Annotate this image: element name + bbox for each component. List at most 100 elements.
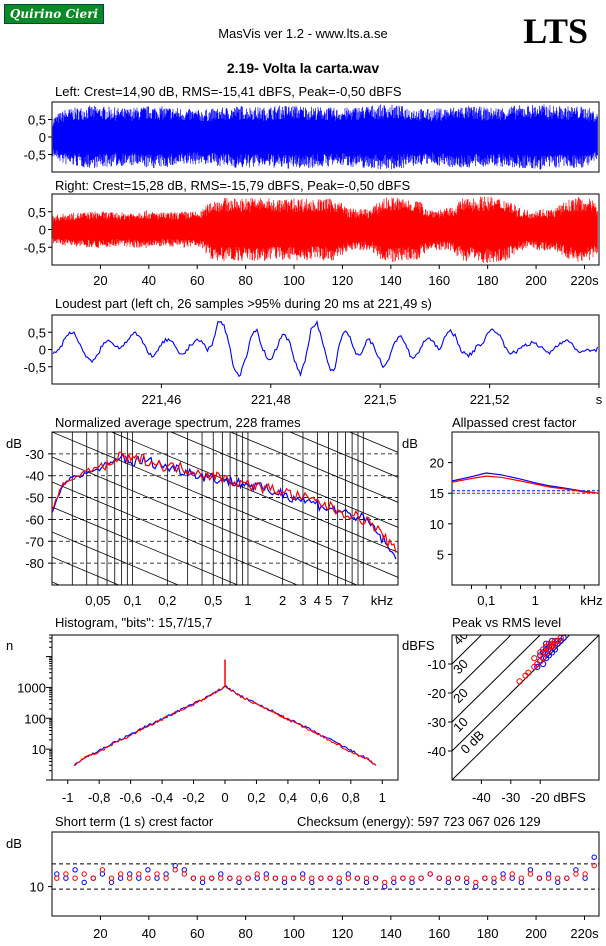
allpass-crest-frame <box>451 431 600 586</box>
peak-vs-rms-ylabel: dBFS <box>402 638 435 653</box>
allpass-crest-ytick-label: 5 <box>437 547 444 562</box>
spectrum-ytick-label: -80 <box>25 556 44 571</box>
left-waveform-chart: Left: Crest=14,90 dB, RMS=-15,41 dBFS, P… <box>24 84 600 173</box>
histogram-series-right <box>73 684 377 767</box>
right-waveform-ytick-label: 0 <box>39 223 46 238</box>
allpass-crest-ytick-label: 20 <box>430 456 444 471</box>
short-term-crest-title: Short term (1 s) crest factor <box>55 814 214 829</box>
spectrum-slope-line <box>52 556 120 585</box>
peak-vs-rms-crest-label: 40 <box>450 627 471 648</box>
short-term-crest-point-right <box>582 871 588 877</box>
histogram-title: Histogram, "bits": 15,7/15,7 <box>55 615 212 630</box>
peak-vs-rms-point-right <box>531 655 538 662</box>
loudest-part-xtick-label: 221,46 <box>142 392 182 407</box>
peak-vs-rms-xtick-label: -20 <box>531 790 550 805</box>
short-term-crest-xtick-label: 160 <box>428 926 450 941</box>
spectrum-slope-line <box>170 432 398 528</box>
histogram-xtick-label: -0,6 <box>119 790 141 805</box>
short-term-crest-point-right <box>591 862 597 869</box>
short-term-crest-ytick-label: 10 <box>30 880 44 895</box>
short-term-crest-point-right <box>555 875 561 881</box>
short-term-crest-xtick-label: 120 <box>332 926 354 941</box>
loudest-part-frame <box>51 314 600 385</box>
short-term-crest-point-right <box>218 875 224 881</box>
peak-vs-rms-point-right <box>545 640 553 647</box>
spectrum-xtick-label: kHz <box>371 593 393 608</box>
short-term-crest-checksum: Checksum (energy): 597 723 067 026 129 <box>297 814 541 829</box>
short-term-crest-point-right <box>409 875 415 881</box>
short-term-crest-point-right <box>254 871 260 877</box>
loudest-part-line <box>52 320 599 378</box>
right-waveform-xtick-label: 20 <box>93 273 107 288</box>
left-waveform-ytick-label: 0,5 <box>28 113 46 128</box>
allpass-crest-ytick-label: 10 <box>430 517 444 532</box>
right-waveform-ytick-label: 0,5 <box>28 205 46 220</box>
spectrum-ylabel: dB <box>6 436 22 451</box>
short-term-crest-point-right <box>354 875 361 881</box>
histogram-ylabel: n <box>6 638 13 653</box>
peak-vs-rms-crest-line <box>452 635 541 723</box>
right-waveform-signal <box>52 196 598 263</box>
short-term-crest-point-right <box>536 875 543 881</box>
left-waveform-title: Left: Crest=14,90 dB, RMS=-15,41 dBFS, P… <box>55 84 402 99</box>
short-term-crest-xtick-label: 60 <box>190 926 204 941</box>
spectrum-slope-line <box>52 456 358 585</box>
histogram-xtick-label: 0,4 <box>279 790 297 805</box>
spectrum-xtick-label: 2 <box>279 593 286 608</box>
right-waveform-xtick-label: 100 <box>283 273 305 288</box>
short-term-crest-chart: Short term (1 s) crest factor Checksum (e… <box>6 814 600 941</box>
histogram-xtick-label: -1 <box>62 790 74 805</box>
histogram-ytick-label: 10 <box>32 742 46 757</box>
histogram-xtick-label: 0 <box>221 790 228 805</box>
short-term-crest-xtick-label: 100 <box>283 926 305 941</box>
peak-vs-rms-xtick-label: -30 <box>501 790 520 805</box>
short-term-crest-point-right <box>99 867 106 873</box>
peak-vs-rms-crest-line <box>452 635 483 665</box>
spectrum-ytick-label: -40 <box>25 469 44 484</box>
spectrum-xtick-label: 3 <box>299 593 306 608</box>
spectrum-ytick-label: -70 <box>25 534 44 549</box>
histogram-chart: Histogram, "bits": 15,7/15,7 n 1000 100 10 -1… <box>6 615 399 805</box>
allpass-crest-ylabel: dB <box>402 436 418 451</box>
short-term-crest-point-right <box>436 875 442 881</box>
allpass-crest-xtick-label: 0,1 <box>477 593 495 608</box>
app-title: MasVis ver 1.2 - www.lts.a.se <box>218 26 388 41</box>
short-term-crest-xtick-label: 220s <box>570 926 599 941</box>
short-term-crest-point-right <box>509 871 515 877</box>
histogram-frame <box>51 634 399 781</box>
loudest-part-ytick-label: 0,5 <box>28 325 46 340</box>
short-term-crest-point-right <box>545 875 552 881</box>
short-term-crest-point-right <box>573 871 579 877</box>
short-term-crest-xtick-label: 40 <box>142 926 156 941</box>
left-waveform-ytick-label: 0 <box>39 130 46 145</box>
spectrum-slope-line <box>52 757 398 902</box>
peak-vs-rms-point-right <box>540 655 547 662</box>
peak-vs-rms-point-right <box>516 678 523 685</box>
short-term-crest-point-right <box>518 875 524 881</box>
peak-vs-rms-ytick-label: -10 <box>427 657 446 672</box>
right-waveform-xtick-label: 180 <box>477 273 499 288</box>
loudest-part-title: Loudest part (left ch, 26 samples >95% d… <box>55 296 432 311</box>
short-term-crest-point-right <box>227 875 233 881</box>
histogram-ytick-label: 1000 <box>17 680 46 695</box>
histogram-xtick-label: 0,6 <box>310 790 328 805</box>
short-term-crest-point-right <box>454 875 461 881</box>
loudest-part-xtick-label: 221,5 <box>364 392 397 407</box>
peak-vs-rms-ytick-label: -30 <box>427 715 446 730</box>
short-term-crest-point-right <box>190 875 197 881</box>
short-term-crest-point-right <box>309 875 315 881</box>
spectrum-xtick-label: 0,1 <box>124 593 142 608</box>
short-term-crest-point-right <box>54 875 60 881</box>
spectrum-xtick-label: 4 <box>314 593 321 608</box>
peak-vs-rms-crest-label: 10 <box>450 714 471 735</box>
loudest-part-xtick-label: 221,52 <box>470 392 510 407</box>
lts-logo: LTS <box>523 11 588 51</box>
spectrum-series-right <box>52 451 397 553</box>
spectrum-slope-line <box>229 432 398 503</box>
right-waveform-xtick-label: 140 <box>380 273 402 288</box>
right-waveform-xtick-label: 120 <box>332 273 354 288</box>
histogram-ytick-label: 100 <box>24 711 46 726</box>
short-term-crest-point-right <box>263 875 269 881</box>
